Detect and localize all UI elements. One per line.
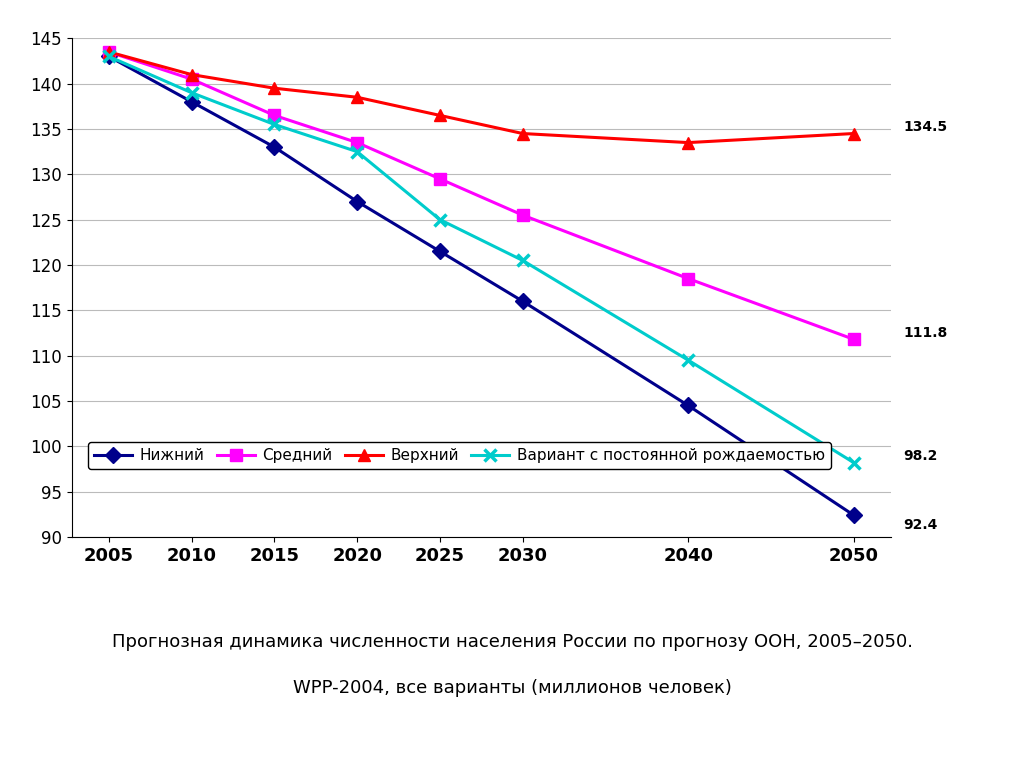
Верхний [848, 129, 860, 138]
Средний [848, 334, 860, 344]
Средний [102, 48, 115, 57]
Text: 134.5: 134.5 [903, 120, 947, 133]
Средний [516, 210, 528, 219]
Нижний [434, 247, 446, 256]
Text: 111.8: 111.8 [903, 325, 947, 340]
Средний [268, 110, 281, 120]
Text: Прогнозная динамика численности населения России по прогнозу ООН, 2005–2050.: Прогнозная динамика численности населени… [112, 633, 912, 650]
Вариант с постоянной рождаемостью [185, 88, 198, 97]
Вариант с постоянной рождаемостью [351, 147, 364, 156]
Верхний [434, 110, 446, 120]
Вариант с постоянной рождаемостью [682, 356, 694, 365]
Средний [185, 74, 198, 84]
Верхний [682, 138, 694, 147]
Вариант с постоянной рождаемостью [516, 256, 528, 265]
Вариант с постоянной рождаемостью [434, 215, 446, 224]
Верхний [268, 84, 281, 93]
Line: Нижний: Нижний [103, 51, 859, 521]
Text: WPP-2004, все варианты (миллионов человек): WPP-2004, все варианты (миллионов челове… [293, 679, 731, 696]
Верхний [102, 48, 115, 57]
Нижний [848, 511, 860, 520]
Line: Верхний: Верхний [103, 46, 859, 148]
Line: Вариант с постоянной рождаемостью: Вариант с постоянной рождаемостью [103, 51, 859, 468]
Нижний [516, 297, 528, 306]
Вариант с постоянной рождаемостью [848, 458, 860, 467]
Средний [682, 274, 694, 283]
Нижний [682, 401, 694, 410]
Вариант с постоянной рождаемостью [102, 52, 115, 61]
Средний [351, 138, 364, 147]
Legend: Нижний, Средний, Верхний, Вариант с постоянной рождаемостью: Нижний, Средний, Верхний, Вариант с пост… [87, 443, 831, 469]
Нижний [102, 52, 115, 61]
Нижний [268, 143, 281, 152]
Text: 98.2: 98.2 [903, 449, 938, 463]
Text: 92.4: 92.4 [903, 518, 938, 532]
Нижний [185, 97, 198, 107]
Верхний [351, 93, 364, 102]
Нижний [351, 197, 364, 206]
Line: Средний: Средний [103, 46, 859, 345]
Верхний [185, 70, 198, 79]
Средний [434, 174, 446, 183]
Вариант с постоянной рождаемостью [268, 120, 281, 129]
Верхний [516, 129, 528, 138]
